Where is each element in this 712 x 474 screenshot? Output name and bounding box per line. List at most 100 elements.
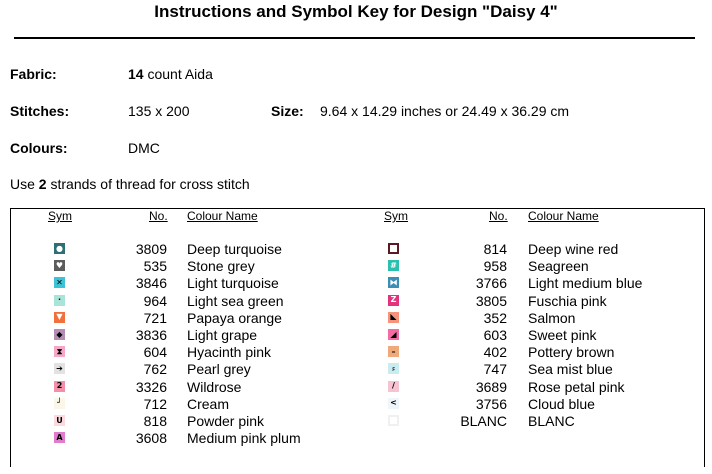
header-no-left: No. bbox=[149, 209, 168, 223]
thread-symbol-icon: ⸗ bbox=[388, 363, 399, 375]
thread-colour-name: Pottery brown bbox=[528, 344, 615, 361]
thread-row: A 3608 Medium pink plum bbox=[0, 430, 712, 447]
thread-colour-name: Light turquoise bbox=[187, 275, 279, 292]
thread-row: #958 Seagreen bbox=[0, 258, 712, 275]
symbol-key-table bbox=[10, 208, 705, 467]
thread-symbol-icon: Z bbox=[388, 294, 399, 306]
thread-colour-name: Cream bbox=[187, 395, 230, 412]
thread-symbol-icon: # bbox=[388, 260, 399, 272]
thread-symbol-icon: ➔ bbox=[54, 363, 65, 375]
thread-symbol-icon: ◆ bbox=[54, 329, 65, 340]
thread-row: ▼ 721 Papaya orange bbox=[0, 310, 712, 327]
thread-row: ♥ 535 Stone grey bbox=[0, 258, 712, 275]
thread-colour-name: Salmon bbox=[528, 309, 576, 326]
thread-number: 3809 bbox=[135, 241, 167, 257]
strands-pre: Use bbox=[10, 176, 39, 192]
thread-colour-name: Light grape bbox=[187, 327, 258, 343]
thread-row: ⧓ 3766 Light medium blue bbox=[0, 275, 712, 292]
stitches-label: Stitches: bbox=[10, 103, 70, 119]
thread-row: Z 3805 Fuschia pink bbox=[0, 293, 712, 310]
colours-value: DMC bbox=[128, 140, 160, 156]
thread-colour-name: Deep turquoise bbox=[187, 241, 282, 257]
thread-symbol-icon: – bbox=[388, 346, 399, 358]
thread-colour-name: Hyacinth pink bbox=[187, 344, 272, 361]
header-sym-left: Sym bbox=[48, 209, 72, 223]
thread-symbol-icon: ◢ bbox=[388, 329, 399, 340]
thread-symbol-icon: ♥ bbox=[54, 260, 65, 272]
thread-symbol-icon: < bbox=[388, 397, 399, 409]
thread-row: · 964 Light sea green bbox=[0, 293, 712, 310]
fabric-type: count Aida bbox=[143, 66, 213, 82]
thread-colour-name: Pearl grey bbox=[187, 361, 251, 378]
title-divider bbox=[14, 37, 695, 39]
stitches-value: 135 x 200 bbox=[128, 103, 190, 119]
thread-number: 3608 bbox=[135, 430, 167, 447]
thread-row: ⸗ 747 Sea mist blue bbox=[0, 361, 712, 378]
thread-number: BLANC bbox=[460, 413, 507, 429]
thread-row: ◢ 603 Sweet pink bbox=[0, 327, 712, 344]
thread-symbol-icon: ● bbox=[54, 243, 65, 254]
thread-symbol-icon: 2 bbox=[54, 380, 65, 392]
thread-row: / 3689 Rose petal pink bbox=[0, 379, 712, 396]
thread-symbol-icon: ⧗ bbox=[54, 346, 65, 358]
thread-symbol-icon bbox=[388, 243, 399, 254]
thread-number: 535 bbox=[143, 258, 167, 275]
thread-colour-name: Seagreen bbox=[528, 258, 589, 275]
strands-count: 2 bbox=[38, 176, 47, 192]
thread-colour-name: Light medium blue bbox=[528, 275, 643, 292]
thread-number: 3846 bbox=[135, 275, 167, 292]
thread-number: 3836 bbox=[135, 327, 167, 343]
thread-colour-name: Rose petal pink bbox=[528, 378, 625, 395]
thread-row: <3756 Cloud blue bbox=[0, 396, 712, 413]
header-sym-right: Sym bbox=[384, 209, 408, 223]
thread-number: 964 bbox=[143, 292, 167, 309]
thread-colour-name: Medium pink plum bbox=[187, 430, 301, 447]
thread-colour-name: Sea mist blue bbox=[528, 361, 613, 378]
thread-symbol-icon: ┘ bbox=[54, 397, 65, 409]
thread-colour-name: Cloud blue bbox=[528, 395, 595, 412]
size-value: 9.64 x 14.29 inches or 24.49 x 36.29 cm bbox=[320, 103, 570, 119]
thread-colour-name: BLANC bbox=[528, 413, 575, 429]
thread-number: 3756 bbox=[475, 395, 507, 412]
thread-symbol-icon: ▼ bbox=[54, 311, 65, 323]
thread-symbol-icon: ⧓ bbox=[388, 277, 399, 289]
thread-row: U 818 Powder pink bbox=[0, 413, 712, 430]
thread-number: 747 bbox=[483, 361, 507, 378]
thread-symbol-icon: / bbox=[388, 380, 399, 392]
strands-post: strands of thread for cross stitch bbox=[46, 176, 250, 192]
thread-row: ✕ 3846 Light turquoise bbox=[0, 275, 712, 292]
thread-number: 958 bbox=[483, 258, 507, 275]
thread-number: 814 bbox=[483, 241, 507, 257]
thread-row: ◆ 3836 Light grape bbox=[0, 327, 712, 344]
fabric-label: Fabric: bbox=[10, 66, 57, 82]
header-name-right: Colour Name bbox=[528, 209, 599, 223]
thread-row: ⧗ 604 Hyacinth pink bbox=[0, 344, 712, 361]
thread-number: 3326 bbox=[135, 378, 167, 395]
thread-number: 3689 bbox=[475, 378, 507, 395]
thread-number: 3766 bbox=[475, 275, 507, 292]
thread-row: ┘ 712 Cream bbox=[0, 396, 712, 413]
thread-colour-name: Fuschia pink bbox=[528, 292, 607, 309]
page-title: Instructions and Symbol Key for Design "… bbox=[154, 2, 558, 21]
thread-row: ➔ 762 Pearl grey bbox=[0, 361, 712, 378]
thread-row: ● 3809 Deep turquoise bbox=[0, 241, 712, 258]
colours-label: Colours: bbox=[10, 140, 68, 156]
header-no-right: No. bbox=[489, 209, 508, 223]
thread-row: – 402 Pottery brown bbox=[0, 344, 712, 361]
thread-symbol-icon: U bbox=[54, 415, 65, 426]
thread-number: 3805 bbox=[475, 292, 507, 309]
thread-colour-name: Papaya orange bbox=[187, 309, 282, 326]
thread-number: 352 bbox=[483, 309, 507, 326]
fabric-count: 14 bbox=[128, 66, 144, 82]
fabric-value: 14 count Aida bbox=[128, 66, 213, 82]
thread-colour-name: Powder pink bbox=[187, 413, 265, 429]
thread-number: 402 bbox=[483, 344, 507, 361]
header-name-left: Colour Name bbox=[187, 209, 258, 223]
thread-row: BLANC BLANC bbox=[0, 413, 712, 430]
thread-symbol-icon: A bbox=[54, 432, 65, 444]
thread-symbol-icon: ◣ bbox=[388, 311, 399, 323]
thread-colour-name: Deep wine red bbox=[528, 241, 619, 257]
thread-colour-name: Wildrose bbox=[187, 378, 242, 395]
thread-number: 721 bbox=[143, 309, 167, 326]
thread-number: 762 bbox=[143, 361, 167, 378]
